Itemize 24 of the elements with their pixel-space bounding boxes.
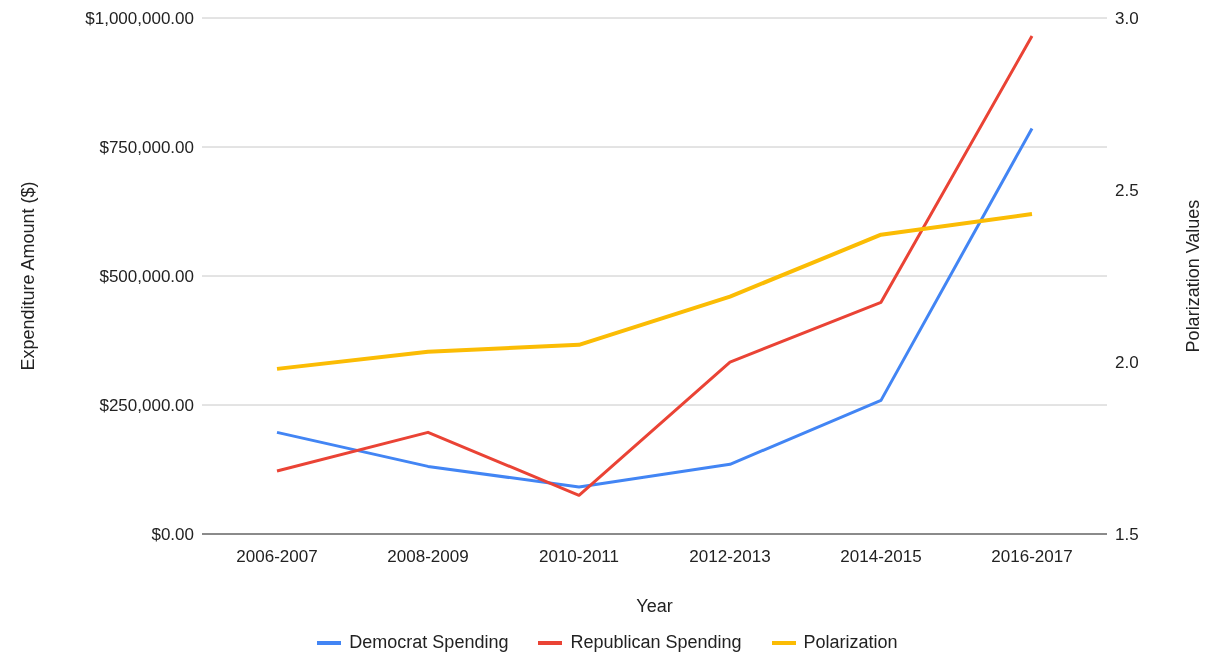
y-tick-label: $750,000.00 — [99, 138, 194, 158]
y2-tick-label: 2.0 — [1115, 353, 1139, 373]
x-tick-label: 2008-2009 — [387, 547, 469, 567]
y-axis-title: Expenditure Amount ($) — [18, 181, 39, 371]
line-series — [275, 34, 1034, 497]
legend-label: Polarization — [803, 632, 898, 653]
y-tick-label: $1,000,000.00 — [85, 9, 194, 29]
x-tick-label: 2006-2007 — [236, 547, 318, 567]
line-series — [275, 212, 1034, 371]
y-tick-label: $0.00 — [151, 525, 194, 545]
y2-tick-label: 3.0 — [1115, 9, 1139, 29]
x-tick-label: 2012-2013 — [689, 547, 771, 567]
y-tick-label: $500,000.00 — [99, 267, 194, 287]
x-axis-title: Year — [636, 596, 673, 616]
x-tick-label: 2010-2011 — [538, 547, 620, 567]
legend-label: Democrat Spending — [349, 632, 509, 653]
y2-tick-label: 2.5 — [1115, 181, 1139, 201]
x-tick-label: 2014-2015 — [840, 547, 922, 567]
y2-axis-title: Polarization Values — [1183, 199, 1204, 353]
legend-label: Republican Spending — [570, 632, 742, 653]
y2-tick-label: 1.5 — [1115, 525, 1139, 545]
y-tick-label: $250,000.00 — [99, 396, 194, 416]
line-series — [275, 126, 1034, 489]
x-tick-label: 2016-2017 — [991, 547, 1073, 567]
